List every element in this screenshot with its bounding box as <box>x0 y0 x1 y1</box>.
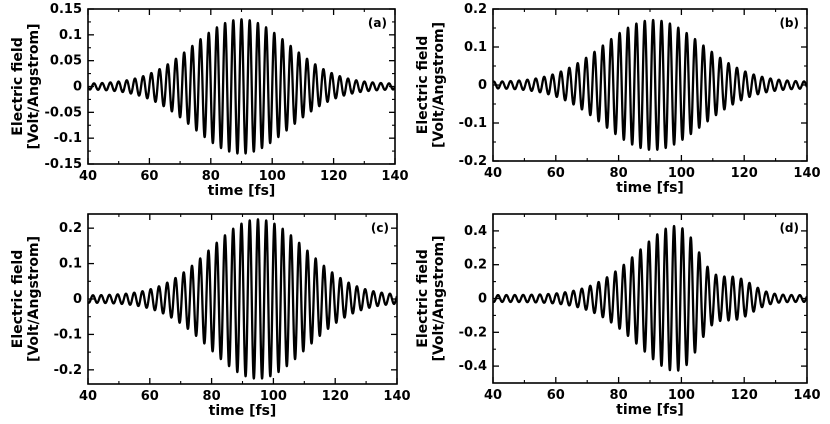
series-line-field <box>493 224 807 372</box>
x-tick-label: 140 <box>793 166 820 181</box>
y-axis-title-line2: [Volt/Angstrom] <box>26 23 42 149</box>
panel-label: (c) <box>371 221 389 235</box>
y-tick-label: 0 <box>73 80 82 95</box>
x-tick-label: 100 <box>260 389 287 404</box>
x-tick-label: 80 <box>610 166 628 181</box>
x-tick-label: 60 <box>547 388 565 403</box>
x-tick-label: 100 <box>668 166 695 181</box>
y-tick-label: 0 <box>73 292 82 307</box>
y-tick-label: 0.2 <box>59 221 82 236</box>
y-tick-label: 0.1 <box>59 28 82 43</box>
x-tick-label: 60 <box>140 169 158 184</box>
x-tick-label: 60 <box>141 389 159 404</box>
plot-frame <box>492 8 808 162</box>
x-tick-label: 80 <box>202 169 220 184</box>
y-axis-title-line1: Electric field <box>10 250 26 348</box>
panel-label: (a) <box>368 16 387 30</box>
x-tick-label: 120 <box>731 166 758 181</box>
plot-frame <box>87 213 398 385</box>
y-tick-label: 0.2 <box>464 2 487 17</box>
x-tick-label: 80 <box>203 389 221 404</box>
series-line-field <box>493 18 807 151</box>
x-tick-label: 120 <box>320 169 347 184</box>
y-tick-label: -0.4 <box>459 359 487 374</box>
x-axis-title: time [fs] <box>208 183 276 199</box>
series-line-field <box>88 18 395 155</box>
y-tick-label: 0.2 <box>464 258 487 273</box>
x-tick-label: 140 <box>793 388 820 403</box>
y-axis-title-line2: [Volt/Angstrom] <box>26 236 42 362</box>
y-tick-label: -0.15 <box>45 157 82 172</box>
y-tick-label: -0.1 <box>54 327 82 342</box>
y-tick-label: 0.05 <box>50 54 82 69</box>
x-tick-label: 40 <box>484 166 502 181</box>
panel-b: 40 60 80 100 120 140 -0.2 -0.1 0 0.1 0.2 (b) time [f… <box>415 2 821 196</box>
y-tick-label: 0.4 <box>464 224 487 239</box>
x-tick-label: 100 <box>668 388 695 403</box>
y-tick-label: 0 <box>478 292 487 307</box>
y-tick-label: -0.2 <box>54 363 82 378</box>
x-tick-label: 120 <box>322 389 349 404</box>
x-tick-label: 40 <box>484 388 502 403</box>
x-tick-label: 100 <box>259 169 286 184</box>
y-tick-label: 0 <box>478 78 487 93</box>
y-tick-label: -0.2 <box>459 325 487 340</box>
y-axis-title-line1: Electric field <box>10 37 26 135</box>
y-axis-title-line2: [Volt/Angstrom] <box>431 235 447 361</box>
y-tick-label: -0.1 <box>54 131 82 146</box>
x-axis-title: time [fs] <box>209 403 277 419</box>
plot-frame <box>492 213 808 384</box>
x-tick-label: 80 <box>610 388 628 403</box>
y-tick-label: 0.1 <box>59 257 82 272</box>
y-axis-title-line1: Electric field <box>415 249 431 347</box>
y-tick-label: -0.2 <box>459 154 487 169</box>
panel-d: 40 60 80 100 120 140 -0.4 -0.2 0 0.2 0.4 (d) time [f… <box>415 213 821 418</box>
panel-c: 40 60 80 100 120 140 -0.2 -0.1 0 0.1 0.2 (c) time [f… <box>10 213 411 419</box>
x-tick-label: 40 <box>79 169 97 184</box>
x-tick-label: 60 <box>547 166 565 181</box>
series-line-field <box>88 218 397 380</box>
panel-label: (b) <box>779 16 799 30</box>
y-tick-label: -0.1 <box>459 116 487 131</box>
x-axis-title: time [fs] <box>616 402 684 418</box>
panel-label: (d) <box>779 221 799 235</box>
x-tick-label: 40 <box>79 389 97 404</box>
x-tick-label: 140 <box>381 169 408 184</box>
y-tick-label: 0.1 <box>464 40 487 55</box>
y-axis-title-line2: [Volt/Angstrom] <box>431 22 447 148</box>
y-axis-title-line1: Electric field <box>415 36 431 134</box>
x-tick-label: 120 <box>731 388 758 403</box>
x-tick-label: 140 <box>383 389 410 404</box>
x-axis-title: time [fs] <box>616 180 684 196</box>
plot-frame <box>87 8 396 165</box>
y-tick-label: -0.05 <box>45 105 82 120</box>
y-tick-label: 0.15 <box>50 2 82 17</box>
panel-a: 40 60 80 100 120 140 -0.15 -0.1 -0.05 0 0.05 0.1 0.1… <box>10 2 409 199</box>
